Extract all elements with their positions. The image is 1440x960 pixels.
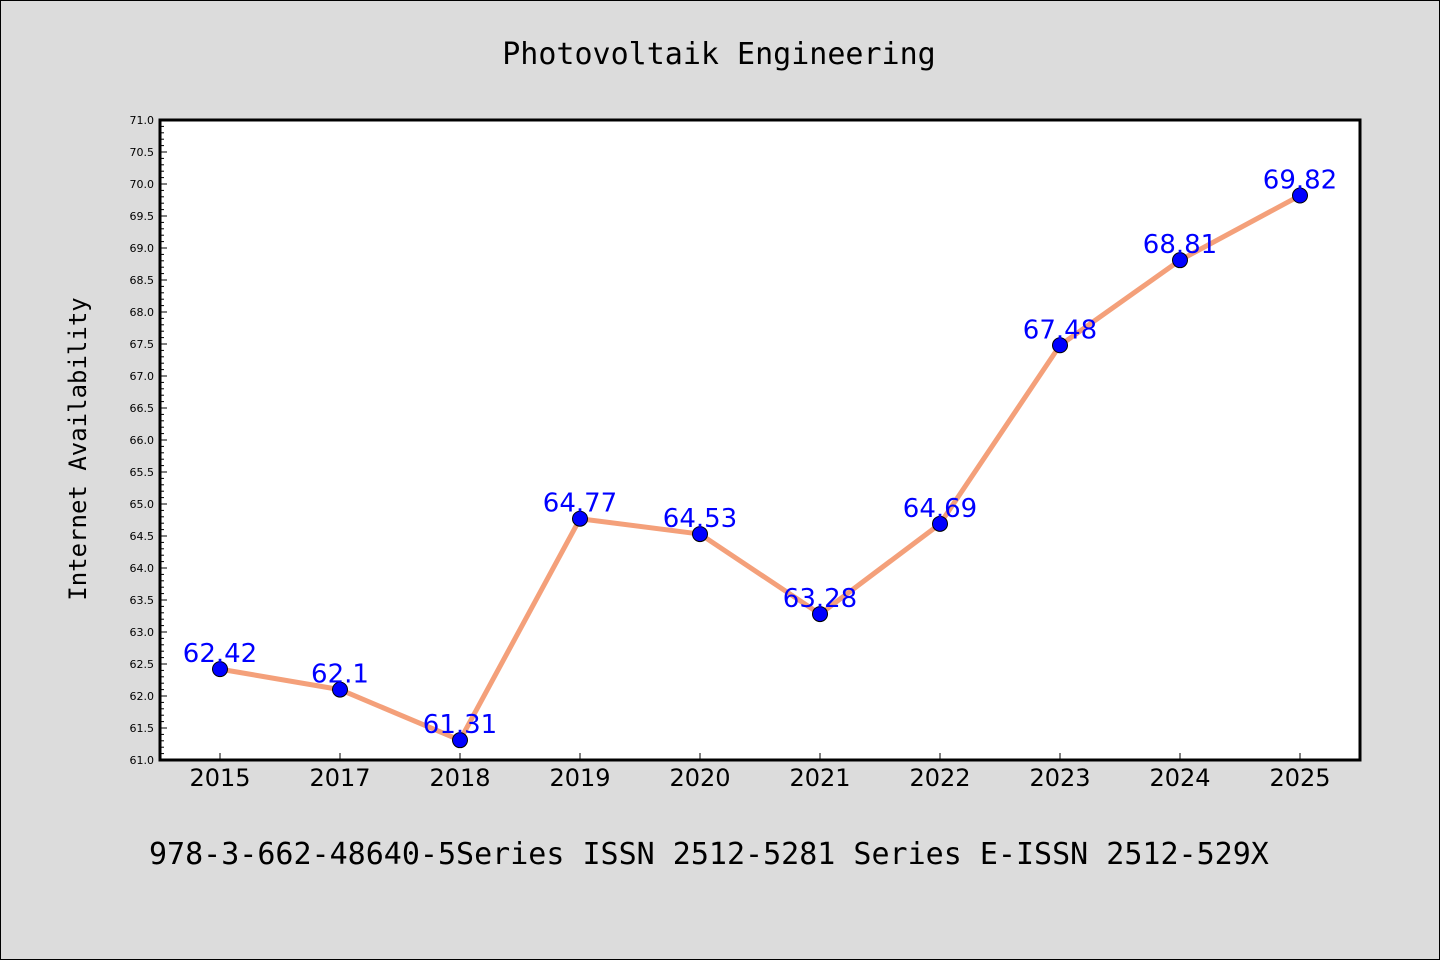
data-point (1292, 187, 1308, 204)
x-tick-label: 2017 (309, 764, 370, 792)
y-tick-label: 70.5 (130, 146, 155, 159)
y-tick-label: 68.0 (130, 306, 155, 319)
y-tick-label: 66.5 (130, 402, 155, 415)
y-tick-label: 62.5 (130, 658, 155, 671)
data-point (332, 681, 348, 698)
y-tick-label: 64.0 (130, 562, 155, 575)
y-tick-label: 61.0 (130, 754, 155, 767)
data-label: 67.48 (1023, 315, 1097, 345)
plot-frame (158, 118, 1362, 762)
y-axis-ticks: 61.0 61.5 62.0 62.5 63.0 63.5 64.0 64.5 65.0 65.5… (130, 114, 167, 767)
data-label: 62.42 (183, 639, 257, 669)
y-tick-label: 64.5 (130, 530, 155, 543)
series-line-group (217, 193, 1303, 743)
data-label: 64.77 (543, 489, 617, 519)
y-tick-label: 71.0 (130, 114, 155, 127)
x-tick-label: 2019 (549, 764, 610, 792)
plot-area (160, 120, 1360, 760)
x-tick-label: 2021 (789, 764, 850, 792)
data-point (572, 510, 588, 527)
y-tick-label: 62.0 (130, 690, 155, 703)
y-tick-label: 67.0 (130, 370, 155, 383)
y-tick-label: 70.0 (130, 178, 155, 191)
data-point (212, 661, 228, 678)
y-tick-label: 66.0 (130, 434, 155, 447)
x-tick-label: 2015 (189, 764, 250, 792)
data-label: 64.69 (903, 494, 977, 524)
y-tick-label: 69.5 (130, 210, 155, 223)
x-tick-label: 2018 (429, 764, 490, 792)
y-tick-label: 67.5 (130, 338, 155, 351)
data-label: 68.81 (1143, 230, 1217, 260)
data-point (452, 732, 468, 749)
x-tick-label: 2024 (1149, 764, 1210, 792)
data-label: 61.31 (423, 710, 497, 740)
y-tick-label: 63.5 (130, 594, 155, 607)
data-point (1172, 252, 1188, 269)
y-tick-label: 61.5 (130, 722, 155, 735)
data-label: 64.53 (663, 504, 737, 534)
y-tick-label: 65.5 (130, 466, 155, 479)
data-label: 63.28 (783, 584, 857, 614)
chart-title: Photovoltaik Engineering (502, 37, 935, 72)
y-axis-label: Internet Availability (64, 297, 92, 600)
x-tick-label: 2023 (1029, 764, 1090, 792)
x-tick-label: 2025 (1269, 764, 1330, 792)
data-point (692, 526, 708, 543)
data-point (1052, 337, 1068, 354)
x-tick-label: 2022 (909, 764, 970, 792)
y-tick-label: 63.0 (130, 626, 155, 639)
footer-text: 978-3-662-48640-5Series ISSN 2512-5281 S… (149, 837, 1269, 872)
x-tick-label: 2020 (669, 764, 730, 792)
data-label: 69.82 (1263, 166, 1337, 196)
series-markers (212, 187, 1308, 749)
data-label: 62.1 (311, 660, 369, 690)
series-line (217, 193, 1303, 743)
y-tick-label: 68.5 (130, 274, 155, 287)
y-tick-label: 69.0 (130, 242, 155, 255)
x-axis-ticks: 2015 2017 2018 2019 2020 2021 2022 2023 2024 2025 (189, 753, 1331, 792)
data-labels: 62.42 62.1 61.31 64.77 64.53 63.28 64.69 67.48 6… (183, 166, 1337, 741)
data-point (812, 606, 828, 623)
data-point (932, 515, 948, 532)
y-tick-label: 65.0 (130, 498, 155, 511)
